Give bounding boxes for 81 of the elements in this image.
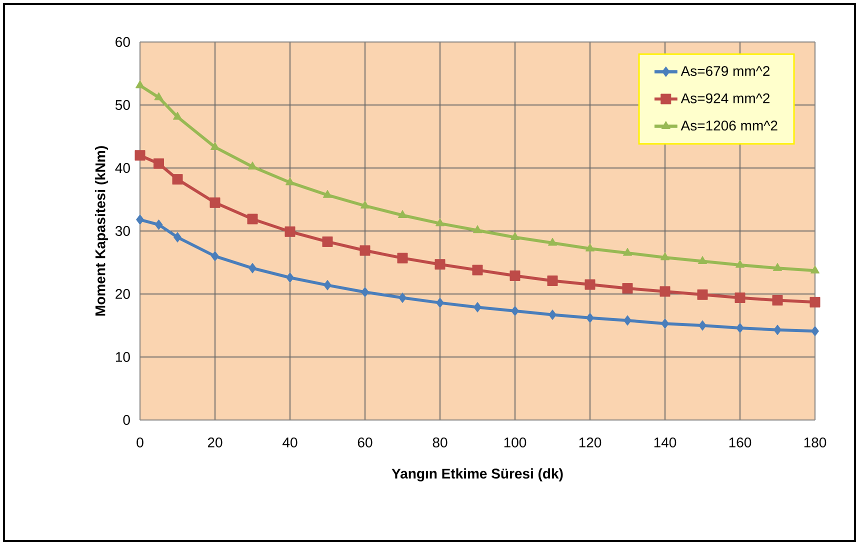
point — [697, 289, 708, 300]
y-tick-label: 10 — [116, 352, 130, 362]
point — [154, 158, 164, 169]
point — [548, 238, 558, 246]
point — [734, 292, 746, 304]
point — [154, 219, 163, 230]
point — [810, 265, 820, 274]
point — [547, 276, 558, 286]
point — [735, 260, 745, 268]
point — [136, 214, 144, 225]
x-tick-label: 100 — [504, 438, 526, 448]
point — [548, 310, 557, 320]
point — [435, 218, 445, 226]
point — [248, 262, 257, 274]
point — [474, 302, 482, 312]
y-axis-title: Moment Kapasitesi (kNm) — [94, 146, 108, 316]
point — [398, 292, 407, 304]
point — [284, 226, 296, 237]
x-tick-label: 40 — [282, 438, 298, 448]
point — [211, 250, 220, 262]
point — [584, 279, 596, 290]
point — [360, 200, 370, 209]
y-tick-label: 40 — [115, 163, 130, 173]
point — [361, 286, 370, 298]
point — [322, 236, 333, 247]
point — [210, 197, 220, 208]
point — [398, 210, 408, 218]
point — [774, 324, 782, 336]
point — [472, 264, 483, 276]
point — [624, 315, 632, 326]
point — [210, 142, 220, 150]
x-tick-label: 140 — [654, 438, 676, 448]
point — [660, 286, 670, 297]
point — [397, 252, 408, 264]
point — [154, 92, 164, 100]
point — [772, 262, 782, 271]
point — [247, 214, 258, 224]
point — [324, 280, 332, 290]
y-tick-label: 50 — [115, 100, 130, 110]
legend-label: As=924 mm^2 — [680, 93, 770, 104]
point — [698, 256, 708, 264]
x-tick-label: 120 — [579, 438, 602, 448]
y-tick-label: 20 — [116, 289, 130, 299]
x-tick-label: 20 — [208, 438, 222, 448]
x-tick-label: 160 — [729, 438, 752, 448]
y-tick-label: 60 — [116, 37, 130, 47]
point — [660, 252, 670, 260]
point — [174, 232, 182, 243]
point — [360, 245, 370, 256]
x-tick-label: 0 — [136, 438, 144, 448]
point — [134, 150, 146, 161]
point — [436, 298, 444, 308]
x-tick-label: 80 — [432, 438, 448, 448]
point — [322, 190, 332, 198]
x-tick-label: 180 — [804, 438, 826, 448]
point — [510, 232, 520, 240]
point — [285, 177, 295, 186]
point — [698, 320, 707, 331]
point — [472, 225, 482, 234]
point — [172, 174, 183, 185]
point — [511, 306, 520, 316]
point — [135, 80, 145, 88]
point — [434, 259, 446, 270]
point — [172, 112, 182, 120]
point — [810, 296, 820, 308]
point — [736, 322, 744, 334]
legend-label: As=1206 mm^2 — [680, 120, 778, 131]
y-tick-label: 30 — [115, 226, 130, 236]
y-tick-label: 0 — [123, 415, 130, 425]
x-tick-label: 60 — [358, 438, 372, 448]
point — [586, 312, 594, 324]
point — [622, 283, 633, 294]
point — [622, 248, 632, 256]
x-axis-title: Yangın Etkime Süresi (dk) — [392, 468, 563, 482]
point — [811, 326, 819, 336]
point — [661, 318, 669, 329]
point — [286, 272, 294, 283]
point — [772, 295, 783, 306]
point — [585, 243, 595, 252]
legend-label: As=679 mm^2 — [680, 66, 770, 76]
point — [510, 270, 520, 281]
